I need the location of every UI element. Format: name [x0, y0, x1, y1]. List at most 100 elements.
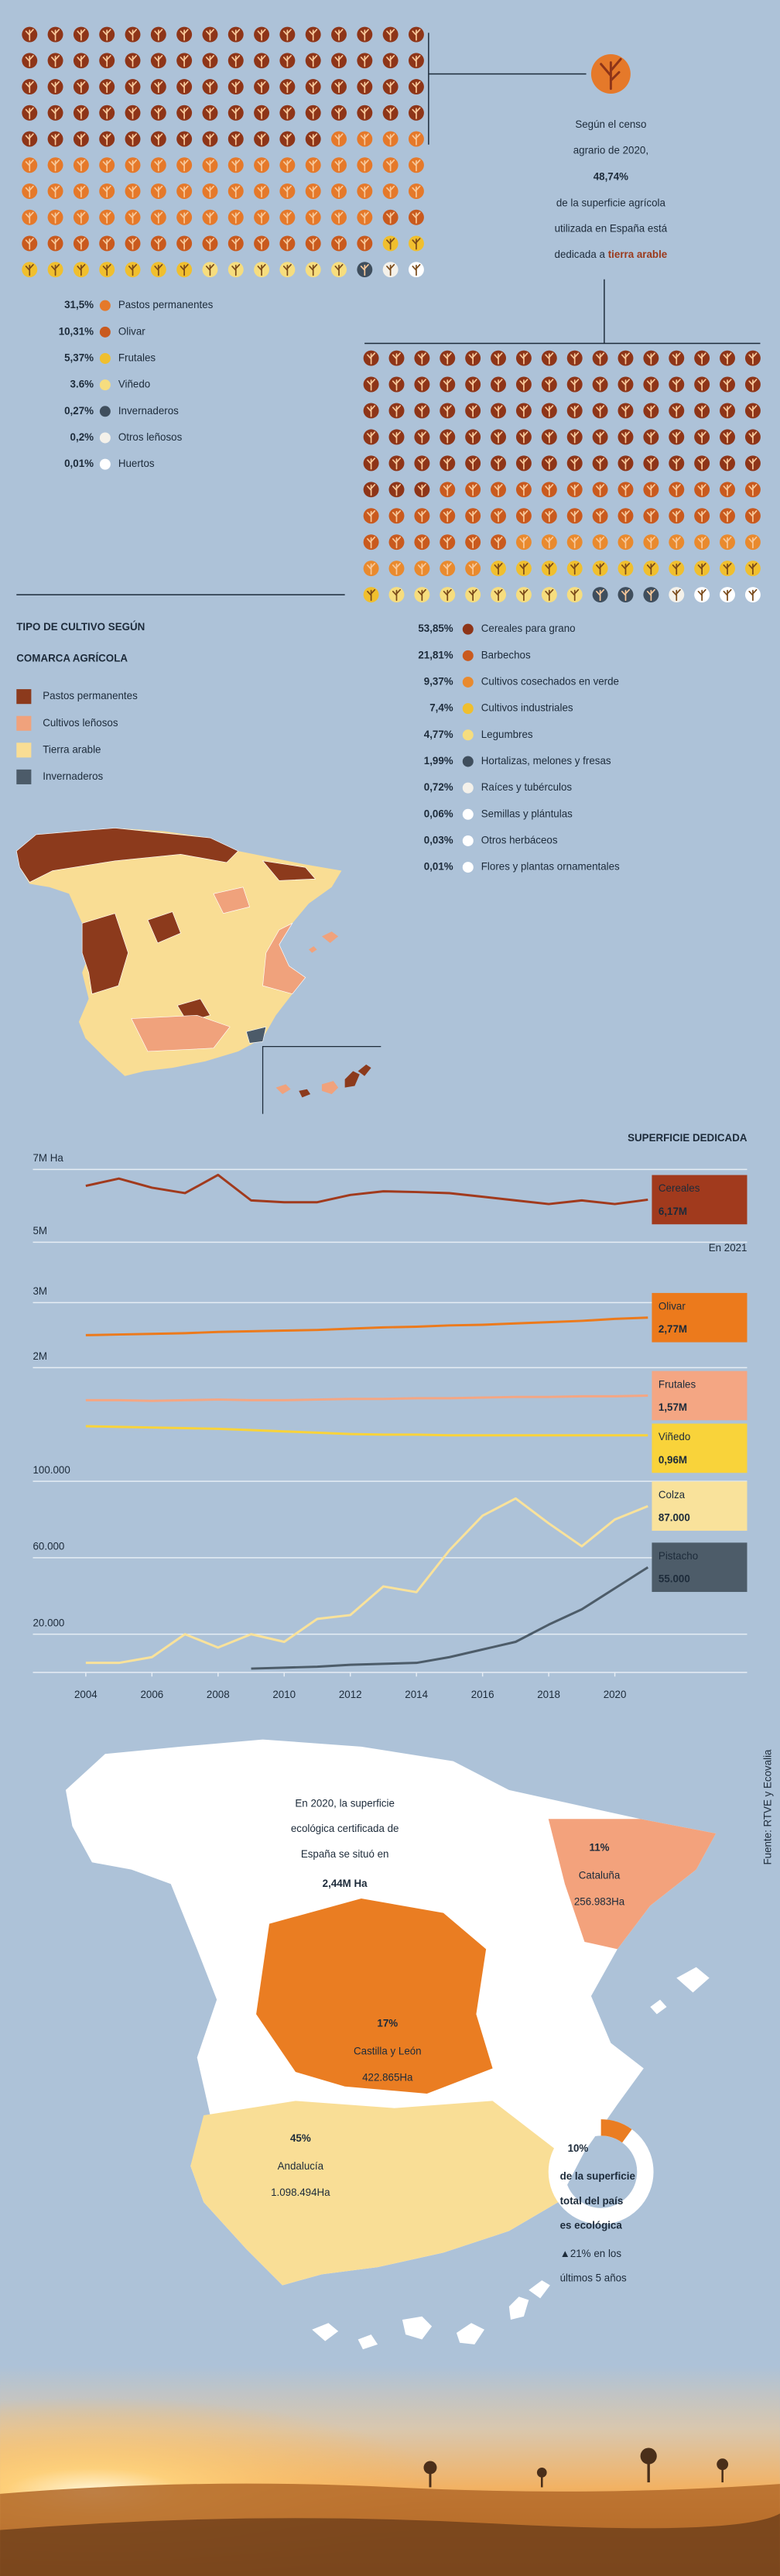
waffle-icon	[73, 209, 89, 225]
waffle-icon	[254, 209, 270, 225]
icon-glyph	[748, 484, 758, 496]
icon-glyph	[386, 81, 395, 94]
waffle-icon	[388, 455, 405, 472]
icon-glyph	[77, 263, 86, 276]
icon-glyph	[723, 431, 732, 444]
waffle-icon	[228, 157, 244, 173]
waffle-icon	[150, 184, 166, 199]
icon-glyph	[494, 484, 503, 496]
region-name: Castilla y León	[354, 2046, 422, 2057]
icon-glyph	[51, 211, 60, 224]
x-tick-label: 2008	[207, 1689, 230, 1700]
icon-glyph	[672, 405, 681, 417]
waffle-icon	[125, 184, 141, 199]
waffle-icon	[22, 105, 38, 121]
waffle-icon	[331, 105, 347, 121]
region-name: Andalucía	[278, 2160, 324, 2172]
icon-glyph	[102, 133, 111, 146]
waffle-icon	[150, 79, 166, 95]
waffle-icon	[465, 534, 481, 551]
icon-glyph	[596, 562, 605, 575]
icon-glyph	[468, 431, 477, 444]
waffle-icon	[515, 508, 532, 524]
eco-intro: ecológica certificada de	[291, 1823, 399, 1834]
waffle-icon	[382, 262, 399, 278]
icon-glyph	[596, 405, 605, 417]
waffle-icon	[279, 184, 296, 199]
waffle-icon	[357, 131, 373, 147]
waffle-icon	[228, 209, 244, 225]
icon-glyph	[77, 55, 86, 67]
icon-glyph	[154, 133, 163, 146]
waffle-icon	[720, 508, 736, 524]
crop-map	[15, 828, 342, 1076]
icon-glyph	[334, 238, 344, 250]
icon-glyph	[180, 107, 189, 119]
legend-label: Otros leñosos	[118, 431, 183, 443]
waffle-icon	[125, 26, 141, 43]
waffle-icon	[176, 235, 193, 252]
waffle-icon	[150, 235, 166, 252]
y-tick-label: 100.000	[33, 1464, 70, 1476]
waffle-icon	[408, 53, 424, 69]
waffle-icon	[331, 209, 347, 225]
icon-glyph	[443, 510, 452, 523]
waffle-icon	[254, 79, 270, 95]
legend-value: 3.6%	[70, 379, 94, 390]
waffle-icon	[228, 131, 244, 147]
eco-total: 2,44M Ha	[323, 1878, 368, 1889]
icon-glyph	[672, 588, 681, 602]
x-tick-label: 2006	[140, 1689, 163, 1700]
icon-glyph	[417, 562, 426, 575]
legend-value: 0,27%	[64, 405, 94, 417]
icon-glyph	[748, 405, 758, 417]
waffle-icon	[694, 455, 710, 472]
waffle-icon	[566, 587, 583, 603]
waffle-icon	[388, 429, 405, 445]
waffle-icon	[744, 561, 761, 577]
legend-swatch	[16, 715, 32, 731]
icon-glyph	[519, 458, 529, 470]
waffle-icon	[47, 262, 63, 278]
waffle-icon	[331, 79, 347, 95]
waffle-icon	[279, 235, 296, 252]
icon-glyph	[77, 159, 86, 172]
waffle-icon	[694, 587, 710, 603]
baleares	[308, 931, 339, 953]
waffle-icon	[669, 561, 685, 577]
legend-icon	[462, 729, 474, 741]
icon-glyph	[282, 55, 292, 67]
icon-glyph	[360, 29, 369, 41]
legend-value: 1,99%	[424, 755, 453, 767]
waffle-icon	[125, 131, 141, 147]
icon-glyph	[367, 431, 376, 444]
intro-highlight: tierra arable	[608, 248, 668, 259]
icon-glyph	[77, 29, 86, 41]
icon-glyph	[367, 588, 376, 602]
legend-value: 0,2%	[70, 431, 94, 443]
icon-glyph	[309, 238, 318, 250]
series-line	[85, 1316, 648, 1336]
icon-glyph	[102, 159, 111, 172]
waffle-icon	[382, 79, 399, 95]
icon-glyph	[231, 107, 241, 119]
icon-glyph	[672, 379, 681, 391]
icon-glyph	[723, 379, 732, 391]
icon-glyph	[25, 185, 34, 198]
icon-glyph	[417, 510, 426, 523]
waffle-icon	[408, 235, 424, 252]
icon-glyph	[672, 484, 681, 496]
icon-glyph	[443, 536, 452, 549]
legend-value: 0,72%	[424, 781, 453, 793]
icon-glyph	[25, 107, 34, 119]
icon-glyph	[468, 536, 477, 549]
icon-glyph	[545, 431, 554, 444]
icon-glyph	[519, 588, 529, 602]
icon-glyph	[386, 211, 395, 224]
waffle-icon	[279, 79, 296, 95]
waffle-icon	[254, 131, 270, 147]
waffle-icon	[744, 429, 761, 445]
legend-value: 5,37%	[64, 352, 94, 364]
x-tick-label: 2004	[74, 1689, 98, 1700]
